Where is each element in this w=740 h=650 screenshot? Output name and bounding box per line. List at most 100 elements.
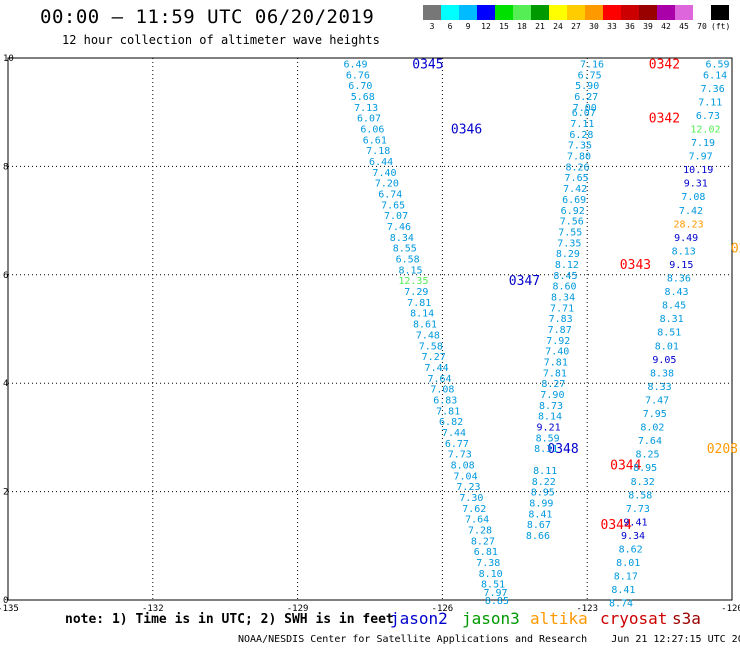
wave-height-label: 8.95 (633, 463, 657, 474)
wave-height-label: 7.97 (689, 152, 713, 163)
wave-height-label: 7.16 (580, 59, 604, 70)
legend-swatch (657, 5, 675, 20)
wave-height-label: 7.40 (545, 347, 569, 358)
wave-height-label: 7.71 (550, 303, 574, 314)
y-tick-label: 8 (3, 162, 8, 172)
wave-height-label: 7.64 (638, 436, 662, 447)
wave-height-label: 8.73 (539, 401, 563, 412)
legend-label: 39 (643, 22, 653, 31)
y-tick-label: 6 (3, 271, 8, 281)
wave-height-label: 7.13 (354, 103, 378, 114)
wave-height-label: 8.66 (526, 531, 550, 542)
wave-height-label: 8.29 (556, 249, 580, 260)
y-tick-label: 10 (3, 54, 14, 64)
wave-height-label: 8.10 (479, 569, 503, 580)
wave-height-label: 8.51 (481, 580, 505, 591)
wave-height-label: 6.83 (433, 395, 457, 406)
x-tick-label: -129 (287, 604, 309, 614)
legend-label: 27 (571, 22, 581, 31)
legend-swatches (423, 5, 729, 20)
wave-height-label: 6.14 (703, 70, 727, 81)
wave-height-label: 8.59 (536, 433, 560, 444)
wave-height-label: 6.75 (578, 70, 602, 81)
wave-height-label: 7.29 (404, 287, 428, 298)
wave-height-label: 5.68 (351, 92, 375, 103)
wave-height-label: 7.62 (462, 504, 486, 515)
legend-swatch (477, 5, 495, 20)
legend-swatch (711, 5, 729, 20)
pass-time-label: 0347 (509, 274, 540, 289)
legend-label: 21 (535, 22, 545, 31)
wave-height-label: 8.74 (609, 599, 633, 610)
wave-height-label: 8.26 (565, 162, 589, 173)
wave-height-label: 8.33 (648, 382, 672, 393)
wave-height-label: 8.22 (532, 477, 556, 488)
wave-height-label: 7.27 (422, 352, 446, 363)
wave-height-label: 7.81 (436, 406, 460, 417)
legend-label: 33 (607, 22, 617, 31)
wave-height-label: 8.34 (390, 233, 414, 244)
wave-height-label: 8.12 (555, 260, 579, 271)
wave-height-label: 7.73 (626, 504, 650, 515)
x-tick-label: -120 (721, 604, 740, 614)
wave-height-label: 7.42 (679, 206, 703, 217)
wave-height-label: 6.74 (378, 190, 402, 201)
wave-height-label: 28.23 (674, 219, 704, 230)
wave-height-label: 7.64 (427, 374, 451, 385)
pass-time-label: 0344 (610, 459, 641, 474)
wave-height-label: 6.76 (346, 70, 370, 81)
wave-height-label: 8.31 (660, 314, 684, 325)
y-tick-label: 2 (3, 488, 8, 498)
wave-height-label: 6.28 (569, 130, 593, 141)
wave-height-label: 7.07 (384, 211, 408, 222)
wave-height-label: 9.34 (621, 531, 645, 542)
wave-height-label: 7.81 (407, 298, 431, 309)
legend-swatch (459, 5, 477, 20)
wave-height-label: 8.31 (534, 444, 558, 455)
wave-height-label: 6.44 (369, 157, 393, 168)
legend-label: 70 (697, 22, 707, 31)
legend-label: 45 (679, 22, 689, 31)
legend-label: (ft) (711, 22, 731, 31)
wave-height-label: 7.35 (568, 141, 592, 152)
wave-height-label: 7.44 (442, 428, 466, 439)
legend-label: 9 (465, 22, 471, 31)
wave-height-label: 6.61 (363, 135, 387, 146)
y-tick-label: 0 (3, 596, 8, 606)
wave-height-label: 8.27 (471, 536, 495, 547)
wave-height-label: 9.15 (669, 260, 693, 271)
wave-height-label: 8.51 (657, 328, 681, 339)
legend-swatch (603, 5, 621, 20)
wave-height-label: 7.58 (419, 341, 443, 352)
footer-credit: NOAA/NESDIS Center for Satellite Applica… (238, 634, 740, 645)
wave-height-label: 6.73 (696, 111, 720, 122)
wave-height-label: 7.90 (540, 390, 564, 401)
wave-height-label: 6.81 (474, 547, 498, 558)
wave-height-label: 12.02 (690, 124, 720, 135)
wave-height-label: 7.04 (454, 471, 478, 482)
wave-height-label: 7.36 (701, 84, 725, 95)
wave-height-label: 12.35 (398, 276, 428, 287)
legend-label: 42 (661, 22, 671, 31)
wave-height-label: 7.19 (691, 138, 715, 149)
wave-height-label: 7.18 (366, 146, 390, 157)
wave-height-label: 7.30 (459, 493, 483, 504)
wave-height-label: 8.32 (631, 477, 655, 488)
wave-height-label: 7.73 (448, 450, 472, 461)
wave-height-label: 7.92 (546, 336, 570, 347)
legend-swatch (441, 5, 459, 20)
wave-height-label: 9.41 (623, 517, 647, 528)
chart-title: 00:00 – 11:59 UTC 06/20/2019 (40, 6, 375, 28)
x-tick-label: -135 (0, 604, 19, 614)
wave-height-label: 6.27 (574, 92, 598, 103)
legend-label: 6 (447, 22, 453, 31)
wave-height-label: 8.62 (619, 545, 643, 556)
wave-height-label: 7.28 (468, 526, 492, 537)
wave-height-label: 8.11 (533, 466, 557, 477)
wave-height-label: 7.00 (573, 103, 597, 114)
wave-height-label: 6.92 (561, 206, 585, 217)
wave-height-label: 7.97 (483, 588, 507, 599)
wave-height-label: 8.67 (527, 520, 551, 531)
plot-frame (7, 57, 733, 601)
